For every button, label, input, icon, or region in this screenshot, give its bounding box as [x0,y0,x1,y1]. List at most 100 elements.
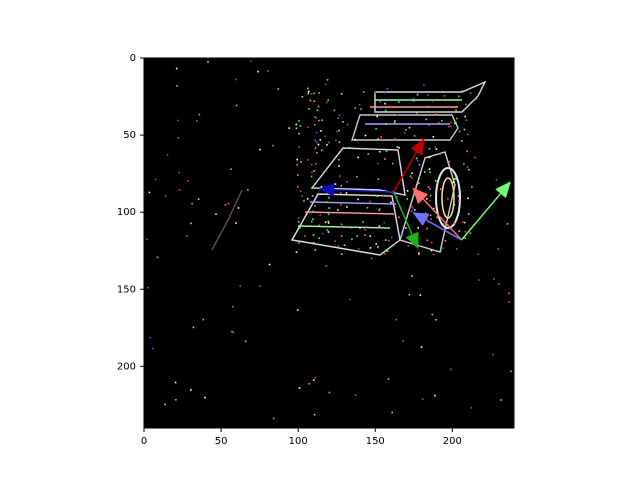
noise-dot [334,240,336,242]
arrow-red [393,138,425,193]
upper-panel-lower [351,114,459,141]
noise-dot [436,182,439,185]
ring-outer [435,167,461,229]
noise-dot [357,156,359,159]
x-tick: 200 [443,428,462,447]
noise-dot [421,398,424,400]
noise-dot [458,230,461,232]
noise-dot [312,234,315,236]
noise-dot [191,202,193,205]
noise-dot [235,222,237,224]
noise-dot [453,122,456,125]
noise-dot [314,205,316,207]
noise-dot [377,246,379,249]
arrow-shaft [393,151,418,193]
noise-dot [435,112,437,114]
noise-dot [187,180,189,182]
noise-dot [447,125,450,128]
upper-panel-outline [374,80,487,113]
noise-dot [380,138,383,140]
noise-dot [324,221,327,223]
noise-dot [338,159,340,161]
noise-dot [461,90,463,92]
noise-dot [298,242,300,244]
image-area [144,58,514,428]
noise-dot [301,195,303,197]
noise-dot [339,187,341,190]
noise-dot [295,251,298,253]
noise-dot [429,199,432,202]
noise-dot [316,109,319,111]
noise-dot [419,294,422,296]
noise-dot [348,146,351,149]
noise-dot [469,92,472,94]
noise-dot [443,95,446,97]
noise-dot [297,221,300,223]
noise-dot [315,117,317,119]
noise-dot [354,107,357,109]
noise-dot [430,249,433,252]
noise-dot [394,138,397,140]
y-tick-label: 50 [123,130,136,141]
noise-dot [357,198,359,201]
noise-dot [339,175,341,177]
noise-dot [462,221,464,224]
noise-dot [190,389,192,391]
x-tick-label: 200 [443,436,462,447]
noise-dot [307,159,309,161]
noise-dot [313,116,316,118]
arrow-green [393,191,419,250]
noise-dot [431,100,434,102]
noise-dot [320,185,323,188]
noise-dot [442,247,444,249]
noise-dot [467,133,469,136]
noise-dot [307,126,310,129]
noise-dot [464,237,466,239]
noise-dot [434,146,437,148]
noise-dot [349,298,351,301]
noise-dot [310,93,313,95]
noise-dot [156,256,159,259]
noise-dot [464,115,467,118]
noise-dot [452,181,455,183]
noise-dot [350,226,352,229]
noise-dot [369,200,371,203]
noise-dot [384,109,387,112]
arrow-shaft [334,188,394,193]
noise-dot [232,305,234,308]
noise-dot [379,107,382,109]
x-tick-label: 50 [215,436,228,447]
noise-dot [309,99,312,102]
noise-dot [340,223,343,226]
noise-dot [196,120,198,122]
noise-dot [295,123,298,126]
noise-dot [337,245,340,247]
noise-dot [458,211,460,214]
lower-panel-stripe-2 [304,211,395,215]
noise-dot [377,245,379,248]
noise-dot [338,165,340,167]
noise-dot [313,379,315,381]
noise-dot [425,118,427,121]
noise-dot [313,100,316,102]
arrow-light-red [412,187,463,241]
noise-dot [465,103,467,106]
y-tick-label: 100 [117,207,136,218]
noise-dot [384,158,386,160]
noise-dot [402,340,405,342]
noise-dot [418,163,421,166]
noise-dot [411,177,413,179]
noise-dot [336,130,338,133]
noise-dot [224,204,227,206]
noise-dot [342,121,344,123]
noise-dot [376,115,378,118]
noise-dot [259,148,261,151]
noise-dot [190,222,192,225]
noise-dot [325,101,328,104]
noise-dot [458,130,461,133]
noise-dot [436,216,438,219]
noise-dot [257,70,259,73]
noise-dot [454,178,456,181]
arrow-head [410,138,425,156]
